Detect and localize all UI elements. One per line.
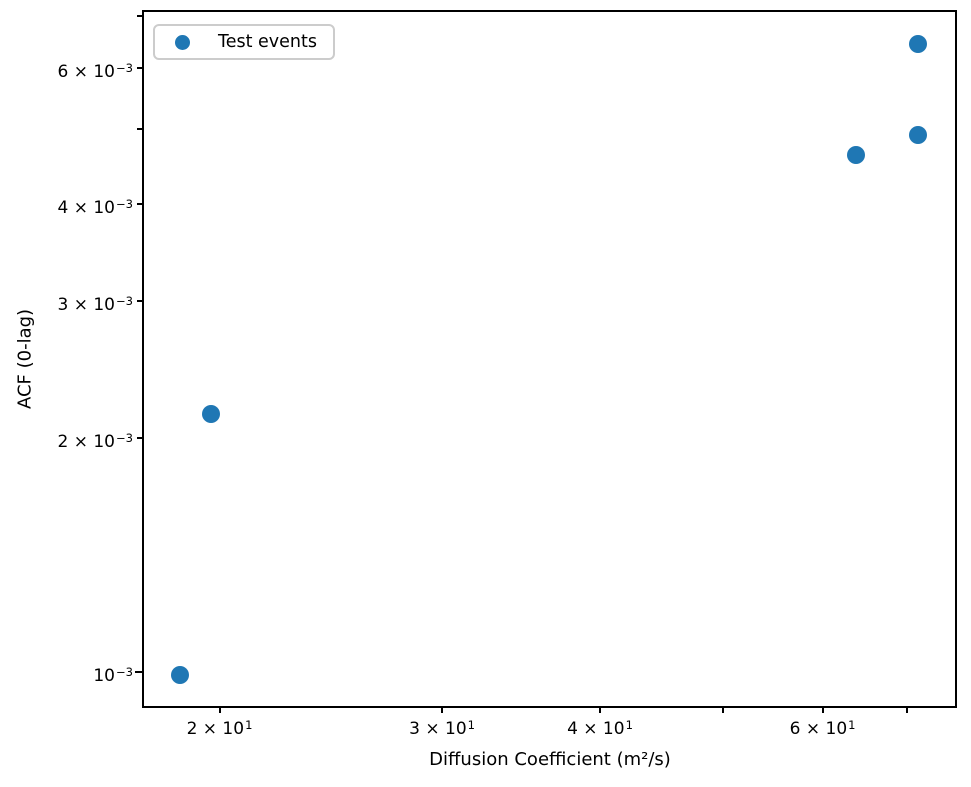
y-tick	[137, 128, 142, 131]
x-tick-label: 3 × 101	[409, 718, 476, 740]
x-tick	[906, 708, 909, 713]
legend-marker-icon	[175, 34, 190, 50]
x-tick	[599, 708, 601, 713]
x-tick-label: 6 × 101	[789, 718, 856, 740]
x-tick	[218, 708, 221, 713]
x-tick	[441, 708, 444, 713]
data-point	[202, 404, 221, 423]
y-tick	[135, 670, 142, 673]
legend-label: Test events	[218, 32, 317, 52]
y-tick	[137, 14, 142, 17]
y-tick	[137, 300, 142, 303]
y-tick-label: 4 × 10−3	[57, 197, 133, 219]
y-tick	[137, 436, 142, 439]
plot-area	[142, 10, 957, 708]
y-tick-label: 10−3	[93, 664, 133, 686]
x-tick	[821, 708, 824, 713]
legend: Test events	[153, 24, 335, 60]
x-tick-label: 4 × 101	[567, 718, 633, 740]
x-tick-label: 2 × 101	[186, 718, 253, 740]
data-point	[170, 665, 189, 684]
x-axis-label: Diffusion Coefficient (m²/s)	[429, 749, 671, 770]
x-tick	[721, 708, 724, 713]
y-tick-label: 3 × 10−3	[57, 294, 133, 316]
y-axis-label: ACF (0-lag)	[14, 308, 36, 410]
data-point	[909, 125, 928, 144]
y-tick	[137, 66, 142, 69]
data-point	[909, 34, 928, 53]
data-point	[847, 146, 866, 165]
y-tick	[137, 203, 142, 206]
y-tick-label: 2 × 10−3	[57, 430, 133, 453]
y-tick-label: 6 × 10−3	[57, 60, 133, 82]
